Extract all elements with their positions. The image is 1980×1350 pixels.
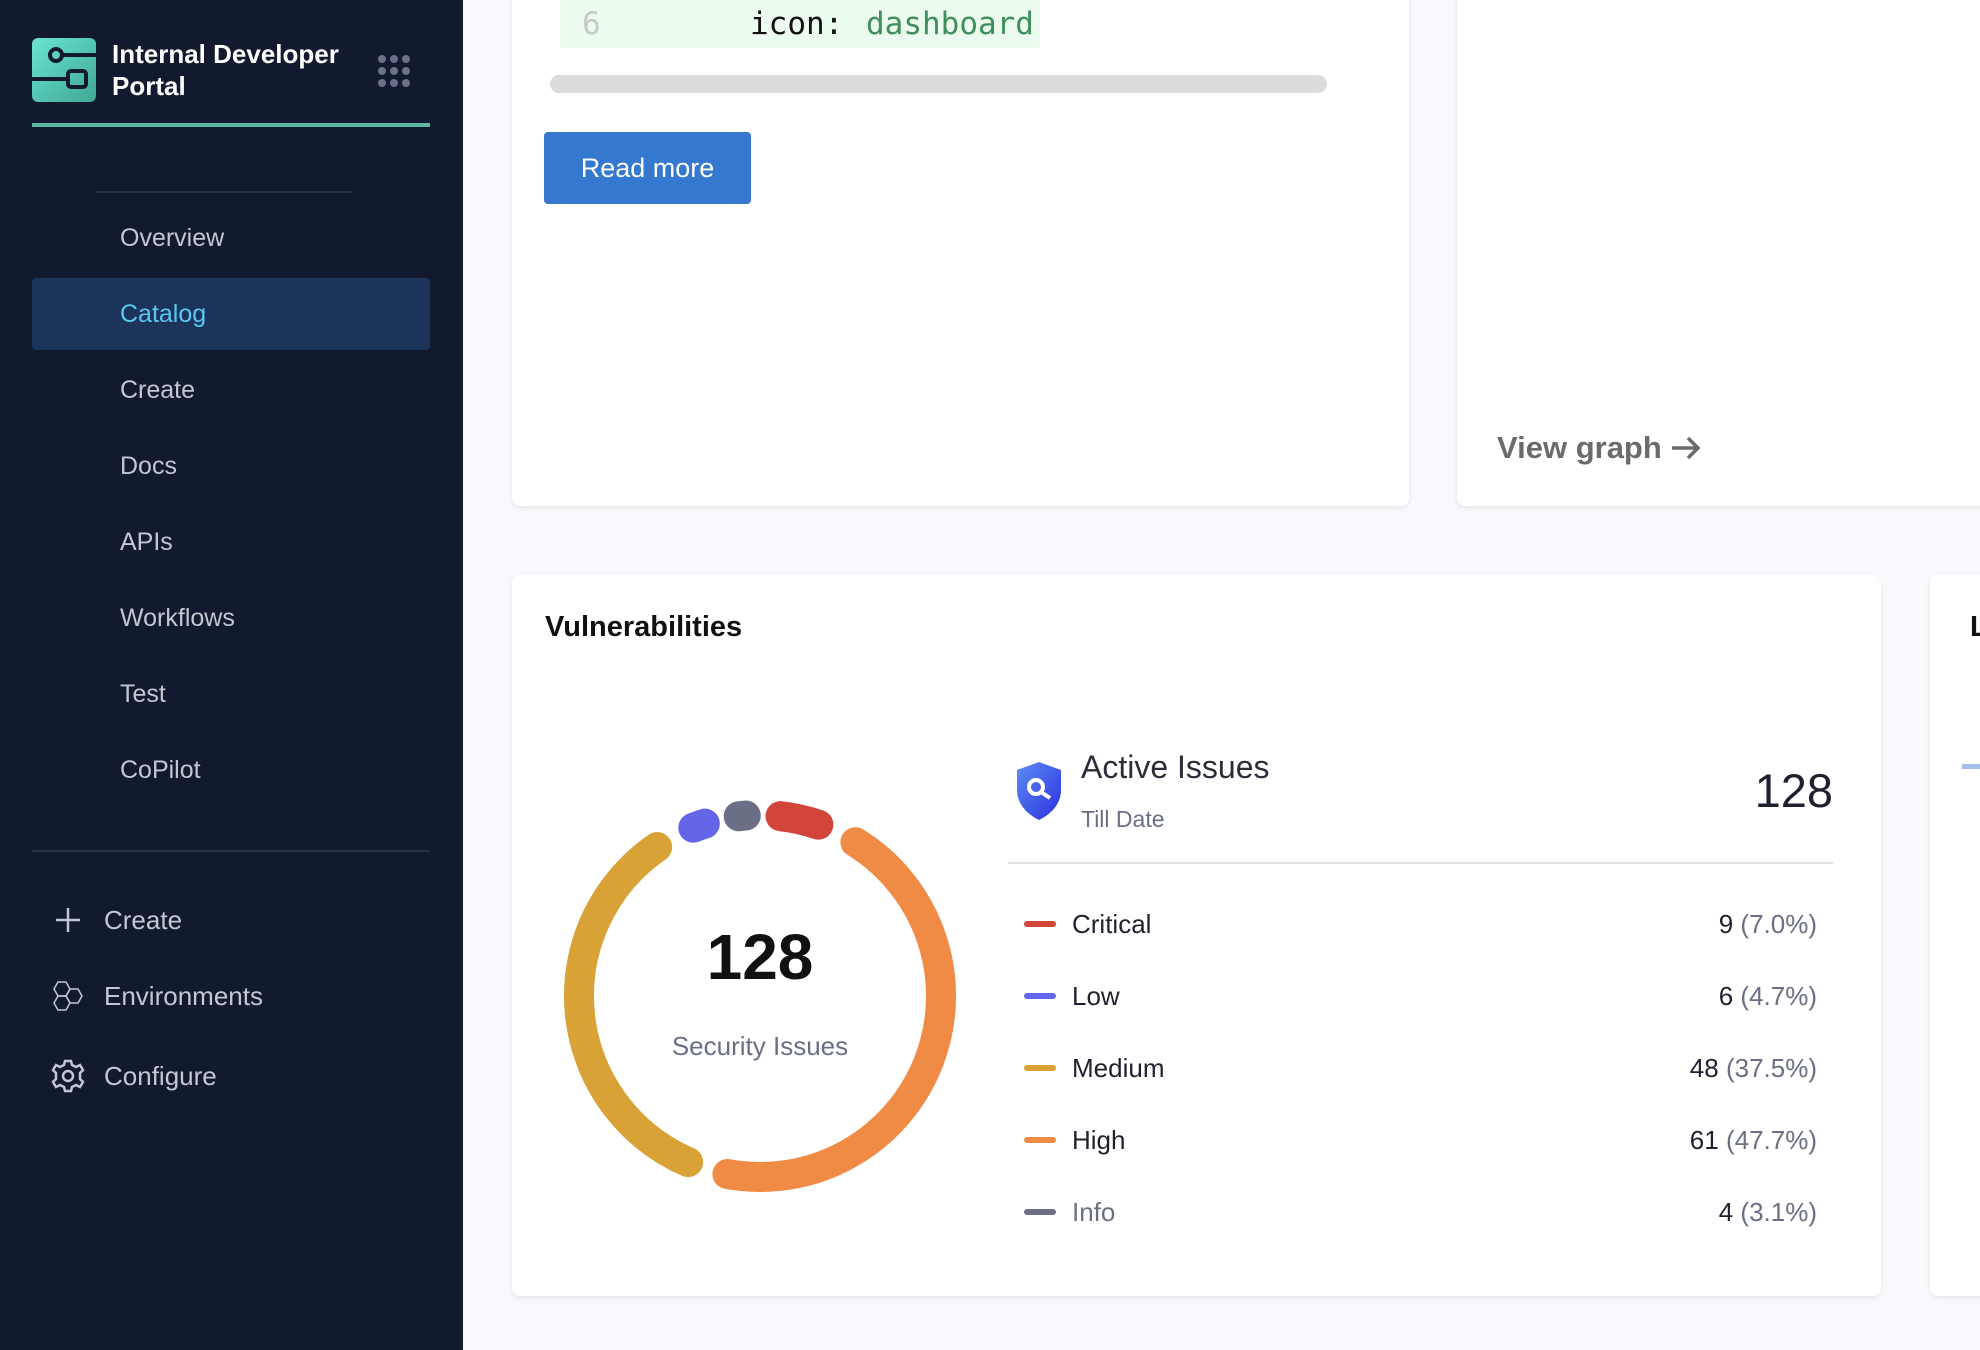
legend-label: Info bbox=[1072, 1196, 1116, 1227]
sidebar-item-label: APIs bbox=[120, 527, 173, 556]
sidebar-item-label: Catalog bbox=[120, 299, 207, 328]
sidebar-item-create[interactable]: Create bbox=[50, 890, 182, 950]
code-value: dashboard bbox=[866, 6, 1034, 42]
sidebar-item-catalog[interactable]: Catalog bbox=[32, 278, 430, 350]
donut-total: 128 bbox=[706, 921, 814, 993]
donut-segment-info[interactable] bbox=[723, 800, 761, 832]
sidebar-item-workflows[interactable]: Workflows bbox=[32, 582, 430, 654]
sidebar-item-configure[interactable]: Configure bbox=[50, 1046, 217, 1106]
sidebar-item-label: Configure bbox=[104, 1060, 217, 1091]
horizontal-scrollbar[interactable] bbox=[550, 75, 1327, 93]
legend-value: 61 bbox=[1689, 1124, 1719, 1155]
line-number: 6 bbox=[582, 6, 601, 42]
legend-label: Medium bbox=[1072, 1052, 1165, 1083]
view-graph-label: View graph bbox=[1497, 430, 1662, 465]
sidebar-item-overview[interactable]: Overview bbox=[32, 202, 430, 274]
donut-segment-high[interactable] bbox=[712, 827, 956, 1192]
sidebar-item-apis[interactable]: APIs bbox=[32, 506, 430, 578]
donut-segment-low[interactable] bbox=[678, 808, 720, 843]
active-issues-title: Active Issues bbox=[1081, 749, 1270, 785]
card-title: L bbox=[1970, 611, 1980, 643]
sidebar-item-copilot[interactable]: CoPilot bbox=[32, 734, 430, 806]
sidebar-item-environments[interactable]: Environments bbox=[50, 966, 263, 1026]
legend-swatch bbox=[1024, 921, 1056, 927]
legend-label: Low bbox=[1072, 980, 1120, 1011]
sidebar-item-docs[interactable]: Docs bbox=[32, 430, 430, 502]
card-title: Vulnerabilities bbox=[545, 611, 743, 643]
arrow-right-icon bbox=[1671, 436, 1701, 460]
legend-row-low: Low 6 (4.7%) bbox=[1024, 976, 1817, 1016]
shield-search-icon bbox=[1017, 762, 1061, 820]
plus-icon bbox=[56, 908, 80, 932]
brand-underline bbox=[32, 123, 430, 127]
sidebar-item-label: CoPilot bbox=[120, 755, 201, 784]
sidebar: Internal Developer Portal Overview Catalo… bbox=[0, 0, 463, 1350]
legend-row-critical: Critical 9 (7.0%) bbox=[1024, 904, 1817, 944]
sidebar-item-test[interactable]: Test bbox=[32, 658, 430, 730]
legend-label: High bbox=[1072, 1124, 1126, 1155]
sidebar-item-label: Overview bbox=[120, 223, 225, 252]
legend-row-info: Info 4 (3.1%) bbox=[1024, 1192, 1817, 1232]
vulnerabilities-card: Vulnerabilities 128 Security Issues Acti… bbox=[512, 575, 1881, 1296]
graph-card bbox=[1457, 0, 1980, 506]
donut-chart bbox=[564, 800, 956, 1192]
legend-label: Critical bbox=[1072, 908, 1152, 939]
divider bbox=[1008, 862, 1833, 864]
brand-title: Internal Developer Portal bbox=[112, 39, 339, 101]
legend-row-high: High 61 (47.7%) bbox=[1024, 1120, 1817, 1160]
donut-segment-medium[interactable] bbox=[564, 832, 704, 1178]
sidebar-item-label: Test bbox=[120, 679, 166, 708]
sidebar-item-label: Workflows bbox=[120, 603, 235, 632]
legend-value: 6 bbox=[1718, 980, 1734, 1011]
legend-value: 9 bbox=[1718, 908, 1734, 939]
logo[interactable] bbox=[32, 38, 96, 102]
divider bbox=[96, 191, 352, 193]
apps-grid-icon[interactable] bbox=[378, 55, 410, 87]
code-line: 6 icon: dashboard bbox=[560, 0, 1040, 48]
sidebar-item-label: Environments bbox=[104, 980, 263, 1011]
partial-card: L bbox=[1930, 575, 1980, 1296]
sidebar-item-label: Create bbox=[120, 375, 196, 404]
legend-percent: (4.7%) bbox=[1740, 980, 1817, 1011]
sidebar-item-label: Create bbox=[104, 904, 183, 935]
legend-swatch bbox=[1024, 1065, 1056, 1071]
legend-swatch bbox=[1024, 1137, 1056, 1143]
legend-percent: (3.1%) bbox=[1740, 1196, 1817, 1227]
legend-percent: (7.0%) bbox=[1740, 908, 1817, 939]
legend-swatch bbox=[1024, 993, 1056, 999]
code-key: icon: bbox=[750, 6, 844, 42]
hexagons-icon bbox=[53, 981, 83, 1011]
active-issues-count: 128 bbox=[1754, 764, 1833, 817]
gear-icon bbox=[51, 1059, 85, 1093]
sidebar-item-label: Docs bbox=[120, 451, 177, 480]
donut-segment-critical[interactable] bbox=[765, 801, 834, 840]
active-issues-subtitle: Till Date bbox=[1081, 806, 1165, 832]
legend-percent: (47.7%) bbox=[1725, 1124, 1817, 1155]
legend-swatch bbox=[1024, 1209, 1056, 1215]
divider bbox=[32, 850, 430, 852]
logo-icon bbox=[32, 47, 96, 89]
legend-row-medium: Medium 48 (37.5%) bbox=[1024, 1048, 1817, 1088]
chart-line bbox=[1962, 764, 1980, 769]
read-more-button[interactable]: Read more bbox=[544, 132, 751, 204]
legend-percent: (37.5%) bbox=[1725, 1052, 1817, 1083]
sidebar-item-create[interactable]: Create bbox=[32, 354, 430, 426]
legend-value: 48 bbox=[1689, 1052, 1719, 1083]
legend-value: 4 bbox=[1718, 1196, 1734, 1227]
view-graph-link[interactable]: View graph bbox=[1497, 430, 1704, 466]
donut-label: Security Issues bbox=[671, 1031, 849, 1061]
